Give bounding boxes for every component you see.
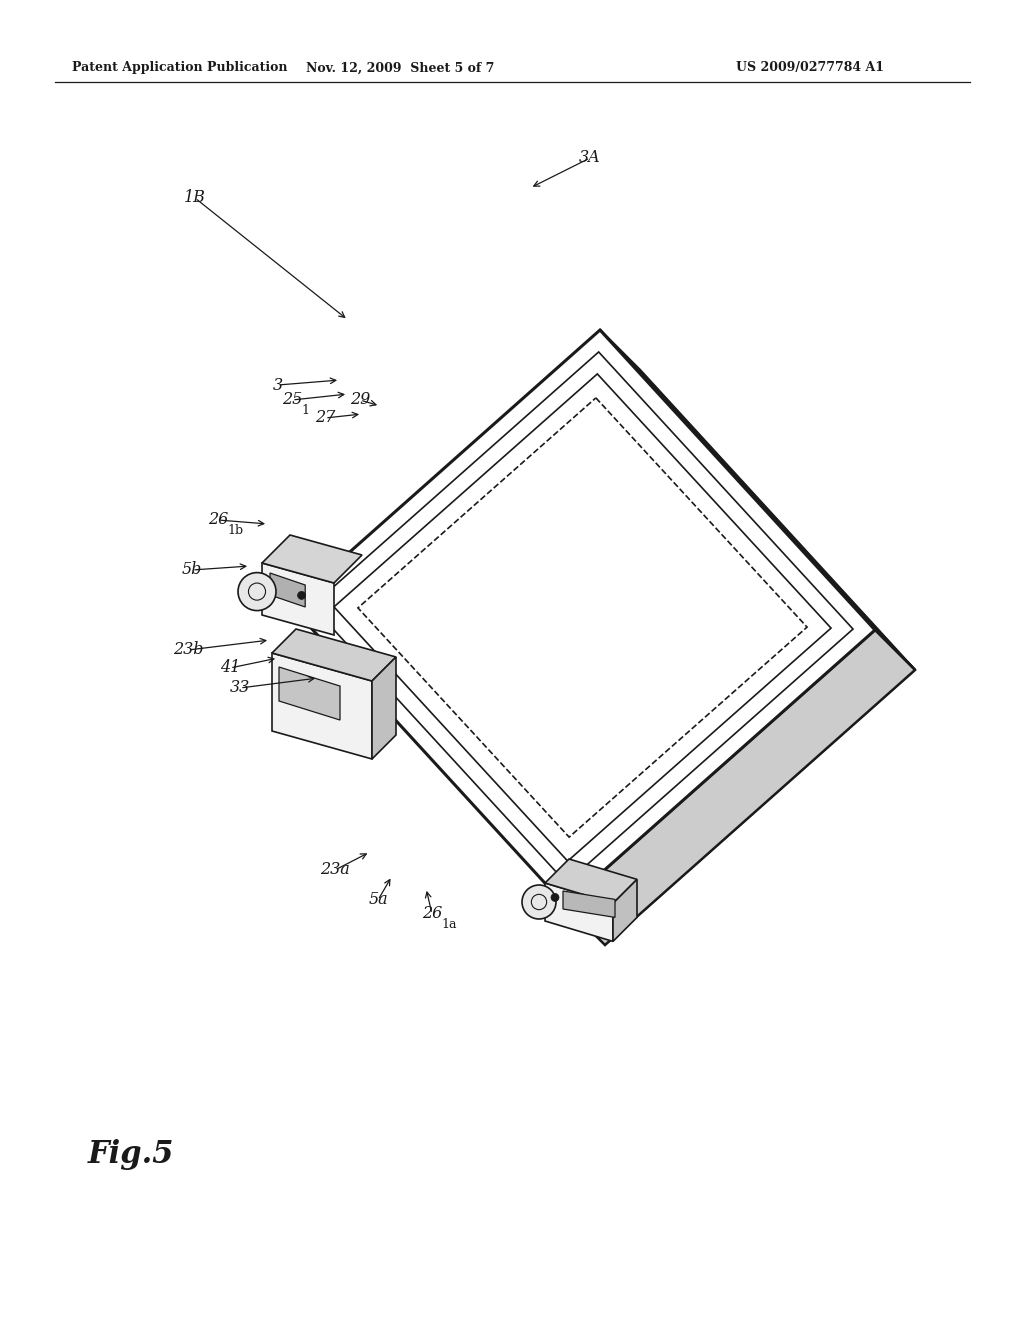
Polygon shape [372, 657, 396, 759]
Text: 1a: 1a [441, 917, 457, 931]
Circle shape [238, 573, 276, 611]
Text: US 2009/0277784 A1: US 2009/0277784 A1 [736, 62, 884, 74]
Text: 41: 41 [220, 660, 240, 676]
Text: 23a: 23a [321, 862, 350, 879]
Text: Nov. 12, 2009  Sheet 5 of 7: Nov. 12, 2009 Sheet 5 of 7 [306, 62, 495, 74]
Polygon shape [279, 667, 340, 719]
Text: 23b: 23b [173, 642, 203, 659]
Circle shape [551, 894, 559, 902]
Text: 25: 25 [282, 392, 302, 408]
Polygon shape [262, 564, 334, 635]
Text: 5a: 5a [369, 891, 388, 908]
Polygon shape [545, 859, 637, 903]
Polygon shape [270, 573, 305, 607]
Text: 1: 1 [301, 404, 309, 417]
Polygon shape [600, 330, 915, 671]
Text: Patent Application Publication: Patent Application Publication [72, 62, 288, 74]
Circle shape [298, 591, 305, 599]
Polygon shape [290, 330, 874, 906]
Polygon shape [330, 370, 915, 945]
Text: Fig.5: Fig.5 [88, 1139, 174, 1171]
Text: 26: 26 [422, 906, 442, 923]
Polygon shape [613, 879, 637, 941]
Text: 5b: 5b [182, 561, 202, 578]
Text: 3: 3 [273, 376, 283, 393]
Text: 29: 29 [350, 392, 370, 408]
Polygon shape [563, 891, 615, 917]
Polygon shape [545, 883, 613, 941]
Polygon shape [272, 653, 372, 759]
Polygon shape [272, 630, 396, 681]
Text: 1b: 1b [227, 524, 243, 537]
Text: 1B: 1B [184, 190, 206, 206]
Text: 33: 33 [229, 680, 250, 697]
Polygon shape [565, 630, 915, 945]
Text: 26: 26 [208, 511, 228, 528]
Text: 3A: 3A [580, 149, 601, 166]
Circle shape [522, 884, 556, 919]
Text: 27: 27 [314, 409, 335, 426]
Polygon shape [262, 535, 362, 583]
